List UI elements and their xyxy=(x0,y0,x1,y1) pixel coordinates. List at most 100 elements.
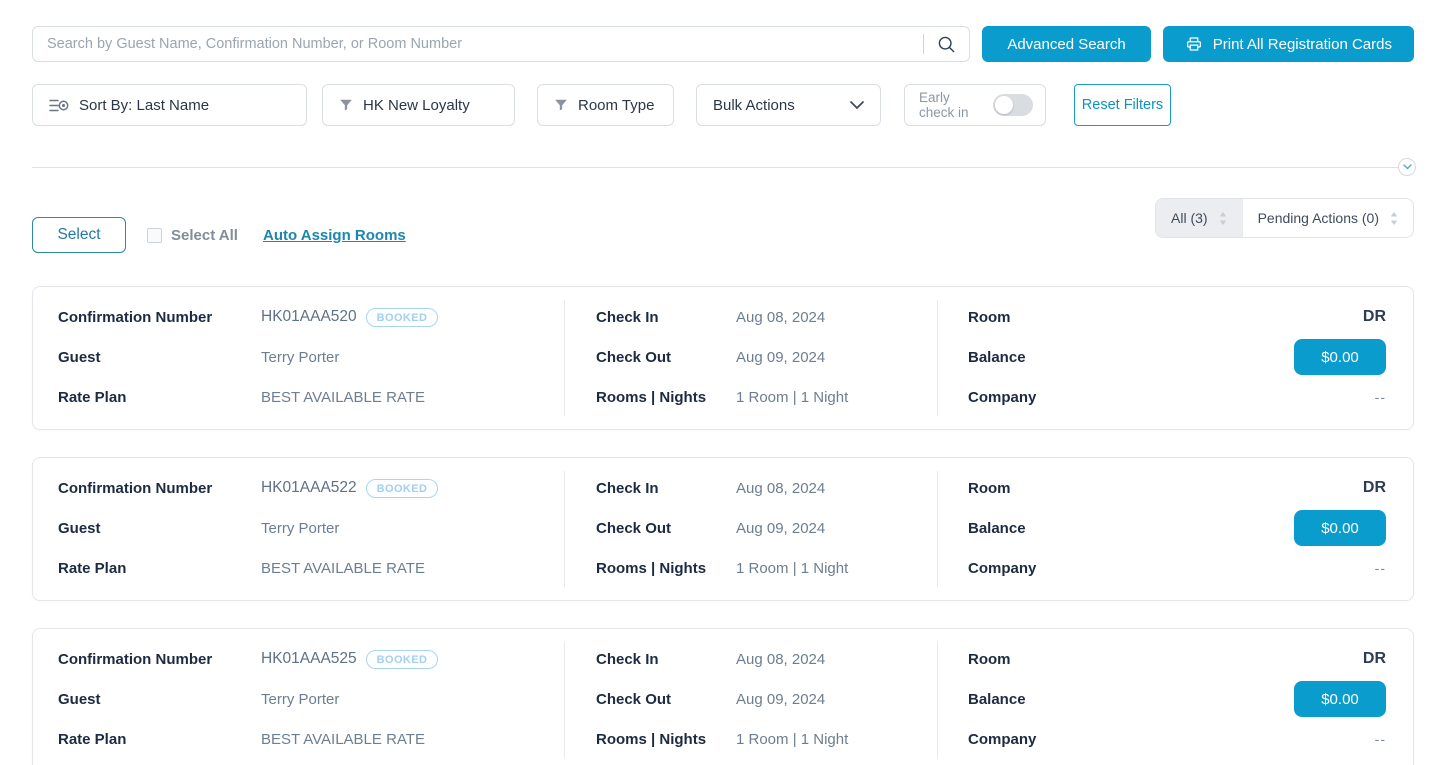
bulk-actions-label: Bulk Actions xyxy=(713,96,795,114)
loyalty-filter-label: HK New Loyalty xyxy=(363,96,470,114)
tab-all-label: All (3) xyxy=(1171,210,1208,226)
rooms-nights-value: 1 Room | 1 Night xyxy=(736,730,849,748)
collapse-filters-button[interactable] xyxy=(1398,158,1416,176)
early-check-in-label: Early check in xyxy=(919,90,969,120)
tab-pending-label: Pending Actions (0) xyxy=(1257,210,1379,226)
check-out-label: Check Out xyxy=(596,348,672,366)
balance-label: Balance xyxy=(968,690,1026,708)
rooms-nights-value: 1 Room | 1 Night xyxy=(736,559,849,577)
reservation-list: Confirmation Number HK01AAA520 BOOKED Gu… xyxy=(32,286,1414,765)
early-check-in-filter: Early check in xyxy=(904,84,1046,126)
early-check-in-toggle[interactable] xyxy=(993,94,1033,116)
search-divider xyxy=(923,34,925,54)
search-input[interactable] xyxy=(47,36,924,52)
room-type-filter-label: Room Type xyxy=(578,96,655,114)
guest-name: Terry Porter xyxy=(261,690,340,708)
check-out-label: Check Out xyxy=(596,519,672,537)
filter-funnel-icon xyxy=(554,98,568,112)
reservation-card[interactable]: Confirmation Number HK01AAA520 BOOKED Gu… xyxy=(32,286,1414,430)
card-guest-column: Confirmation Number HK01AAA520 BOOKED Gu… xyxy=(33,287,564,429)
confirmation-number[interactable]: HK01AAA520 xyxy=(261,308,357,325)
reservation-card[interactable]: Confirmation Number HK01AAA522 BOOKED Gu… xyxy=(32,457,1414,601)
rooms-nights-value: 1 Room | 1 Night xyxy=(736,388,849,406)
guest-label: Guest xyxy=(58,348,101,366)
auto-assign-rooms-link[interactable]: Auto Assign Rooms xyxy=(262,226,406,244)
balance-button[interactable]: $0.00 xyxy=(1294,510,1386,546)
print-all-registration-cards-button[interactable]: Print All Registration Cards xyxy=(1162,26,1414,62)
column-divider xyxy=(937,471,938,587)
column-divider xyxy=(937,300,938,416)
rooms-nights-label: Rooms | Nights xyxy=(596,559,707,577)
sort-icon xyxy=(49,98,69,113)
rate-plan-label: Rate Plan xyxy=(58,388,127,406)
company-label: Company xyxy=(968,730,1037,748)
card-guest-column: Confirmation Number HK01AAA525 BOOKED Gu… xyxy=(33,629,564,765)
room-type-value: DR xyxy=(1362,308,1386,325)
filter-funnel-icon xyxy=(339,98,353,112)
guest-label: Guest xyxy=(58,519,101,537)
select-all-control[interactable]: Select All xyxy=(147,227,238,244)
filter-bar: Sort By: Last Name HK New Loyalty Room T… xyxy=(32,84,1413,126)
search-icon[interactable] xyxy=(936,34,957,55)
select-all-label: Select All xyxy=(171,226,238,244)
room-label: Room xyxy=(968,479,1011,497)
column-divider xyxy=(564,471,565,587)
check-in-date: Aug 08, 2024 xyxy=(736,650,826,668)
confirmation-number[interactable]: HK01AAA522 xyxy=(261,479,357,496)
balance-button[interactable]: $0.00 xyxy=(1294,339,1386,375)
status-badge: BOOKED xyxy=(365,307,439,327)
chevron-down-icon xyxy=(850,100,864,110)
card-dates-column: Check In Aug 08, 2024 Check Out Aug 09, … xyxy=(565,287,937,429)
print-all-label: Print All Registration Cards xyxy=(1212,35,1392,53)
rate-plan-value: BEST AVAILABLE RATE xyxy=(261,730,425,748)
company-label: Company xyxy=(968,559,1037,577)
room-type-value: DR xyxy=(1362,650,1386,667)
column-divider xyxy=(564,642,565,758)
sorter-icon[interactable] xyxy=(1219,211,1227,225)
balance-button[interactable]: $0.00 xyxy=(1294,681,1386,717)
confirmation-label: Confirmation Number xyxy=(58,650,213,668)
guest-name: Terry Porter xyxy=(261,519,340,537)
advanced-search-button[interactable]: Advanced Search xyxy=(982,26,1151,62)
card-room-column: Room DR Balance $0.00 Company -- xyxy=(938,458,1413,600)
reset-filters-button[interactable]: Reset Filters xyxy=(1074,84,1171,126)
status-badge: BOOKED xyxy=(365,649,439,669)
guest-label: Guest xyxy=(58,690,101,708)
reservation-tabs: All (3) Pending Actions (0) xyxy=(1155,198,1414,238)
confirmation-label: Confirmation Number xyxy=(58,479,213,497)
tab-pending-actions[interactable]: Pending Actions (0) xyxy=(1241,199,1413,237)
confirmation-number[interactable]: HK01AAA525 xyxy=(261,650,357,667)
room-label: Room xyxy=(968,308,1011,326)
rate-plan-label: Rate Plan xyxy=(58,559,127,577)
card-guest-column: Confirmation Number HK01AAA522 BOOKED Gu… xyxy=(33,458,564,600)
check-out-label: Check Out xyxy=(596,690,672,708)
select-button[interactable]: Select xyxy=(32,217,126,253)
loyalty-filter-chip[interactable]: HK New Loyalty xyxy=(322,84,515,126)
sort-by-dropdown[interactable]: Sort By: Last Name xyxy=(32,84,307,126)
check-in-label: Check In xyxy=(596,308,659,326)
column-divider xyxy=(564,300,565,416)
sorter-icon[interactable] xyxy=(1390,211,1398,225)
sort-by-label: Sort By: Last Name xyxy=(79,96,210,114)
card-dates-column: Check In Aug 08, 2024 Check Out Aug 09, … xyxy=(565,458,937,600)
top-search-bar: Advanced Search Print All Registration C… xyxy=(32,26,1414,62)
rate-plan-value: BEST AVAILABLE RATE xyxy=(261,559,425,577)
status-badge: BOOKED xyxy=(365,478,439,498)
tab-all[interactable]: All (3) xyxy=(1156,199,1242,237)
guest-search-box[interactable] xyxy=(32,26,971,62)
bulk-actions-dropdown[interactable]: Bulk Actions xyxy=(696,84,881,126)
room-type-filter-chip[interactable]: Room Type xyxy=(537,84,674,126)
confirmation-label: Confirmation Number xyxy=(58,308,213,326)
select-all-checkbox[interactable] xyxy=(147,227,162,243)
card-dates-column: Check In Aug 08, 2024 Check Out Aug 09, … xyxy=(565,629,937,765)
rooms-nights-label: Rooms | Nights xyxy=(596,388,707,406)
divider-line xyxy=(32,167,1398,168)
rate-plan-label: Rate Plan xyxy=(58,730,127,748)
chevron-down-icon xyxy=(1402,164,1412,170)
rate-plan-value: BEST AVAILABLE RATE xyxy=(261,388,425,406)
company-value: -- xyxy=(1374,560,1386,576)
printer-icon xyxy=(1185,35,1203,53)
selection-and-tabs-row: Select Select All Auto Assign Rooms All … xyxy=(32,198,1414,253)
reservation-card[interactable]: Confirmation Number HK01AAA525 BOOKED Gu… xyxy=(32,628,1414,765)
check-in-date: Aug 08, 2024 xyxy=(736,479,826,497)
